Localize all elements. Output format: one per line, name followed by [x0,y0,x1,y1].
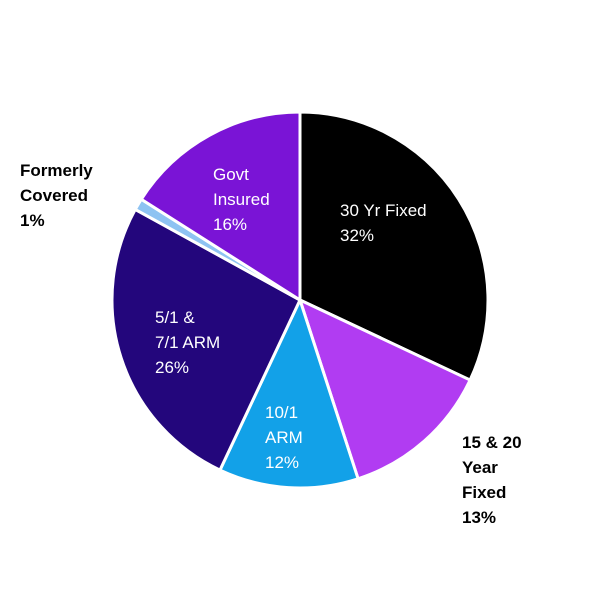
category-label: Formerly Covered [20,161,93,205]
slice-label: Govt Insured 16% [213,162,270,237]
slice-label: 10/1 ARM 12% [265,400,303,475]
slice-label: 15 & 20 Year Fixed 13% [462,430,522,530]
value-label: 1% [20,211,45,230]
category-label: 10/1 ARM [265,403,303,447]
value-label: 32% [340,226,375,245]
value-label: 12% [265,453,300,472]
pie-slice [218,298,360,490]
value-label: 13% [462,508,497,527]
value-label: 26% [155,358,190,377]
value-label: 16% [213,215,248,234]
category-label: 30 Yr Fixed [340,201,427,220]
category-label: 5/1 & 7/1 ARM [155,308,221,352]
slice-label: 5/1 & 7/1 ARM 26% [155,305,220,380]
pie-slice [298,110,490,382]
category-label: Govt Insured [213,165,270,209]
pie-slice [298,298,472,481]
slice-label: Formerly Covered 1% [20,158,93,233]
pie-slice [139,110,302,302]
slice-label: 30 Yr Fixed 32% [340,198,427,248]
category-label: 15 & 20 Year Fixed [462,433,522,502]
